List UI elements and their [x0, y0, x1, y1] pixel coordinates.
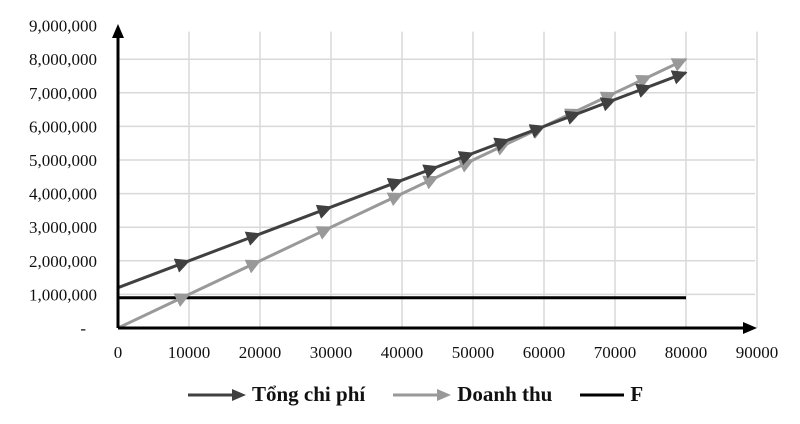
- series-segment: [401, 164, 439, 182]
- y-tick-label: -: [80, 319, 86, 338]
- series-segment: [330, 192, 404, 229]
- x-tick-label: 50000: [452, 343, 495, 362]
- y-axis-arrow-icon: [112, 24, 124, 38]
- legend-item-doanh-thu: Doanh thu: [391, 382, 552, 407]
- x-tick-label: 20000: [239, 343, 282, 362]
- series-segment: [507, 124, 546, 142]
- legend-label: Doanh thu: [457, 382, 553, 406]
- series-segment: [578, 97, 617, 115]
- x-tick-label: 90000: [736, 343, 779, 362]
- series-layer: [117, 57, 688, 330]
- y-tick-label: 9,000,000: [29, 17, 97, 36]
- y-tick-labels: - 1,000,000 2,000,000 3,000,000 4,000,000 5,0…: [29, 17, 97, 338]
- series-segment: [472, 137, 510, 155]
- x-tick-label: 40000: [381, 343, 424, 362]
- series-segment: [259, 204, 333, 236]
- series-segment: [259, 225, 333, 263]
- series-segment: [117, 293, 191, 330]
- series-segment: [578, 91, 617, 111]
- y-tick-label: 3,000,000: [29, 218, 97, 237]
- dark-arrow-line-icon: [188, 388, 246, 401]
- y-tick-label: 8,000,000: [29, 50, 97, 69]
- series-segment: [117, 258, 191, 290]
- legend-item-tong-chi-phi: Tổng chi phí: [186, 382, 365, 407]
- series-Tổng chi phí: [117, 70, 688, 290]
- series-segment: [649, 70, 688, 88]
- x-tick-labels: 0 10000 20000 30000 40000 50000 60000 70000 8000…: [114, 343, 779, 362]
- legend-label: F: [630, 382, 644, 406]
- x-tick-label: 60000: [523, 343, 566, 362]
- series-segment: [614, 74, 652, 95]
- y-tick-label: 4,000,000: [29, 185, 97, 204]
- x-tick-label: 80000: [665, 343, 708, 362]
- legend-label: Tổng chi phí: [252, 382, 366, 406]
- legend: Tổng chi phí Doanh thu F: [186, 382, 669, 407]
- series-segment: [188, 231, 262, 263]
- y-tick-label: 1,000,000: [29, 285, 97, 304]
- light-arrow-line-icon: [393, 388, 452, 401]
- y-tick-label: 7,000,000: [29, 84, 97, 103]
- gridlines: [118, 31, 758, 328]
- y-tick-label: 5,000,000: [29, 151, 97, 170]
- series-segment: [436, 151, 475, 169]
- series-segment: [649, 57, 688, 78]
- x-tick-label: 10000: [168, 343, 211, 362]
- series-segment: [188, 259, 262, 296]
- series-segment: [401, 175, 439, 195]
- x-axis-arrow-icon: [743, 322, 757, 334]
- series-segment: [436, 158, 475, 179]
- legend-item-f: F: [578, 382, 643, 407]
- black-line-icon: [580, 393, 625, 396]
- x-tick-label: 70000: [594, 343, 637, 362]
- x-tick-label: 0: [114, 343, 123, 362]
- axes: [112, 24, 757, 334]
- y-tick-label: 2,000,000: [29, 252, 97, 271]
- series-segment: [330, 177, 404, 209]
- x-tick-label: 30000: [310, 343, 353, 362]
- series-segment: [543, 110, 581, 128]
- y-tick-label: 6,000,000: [29, 117, 97, 136]
- series-segment: [614, 83, 652, 101]
